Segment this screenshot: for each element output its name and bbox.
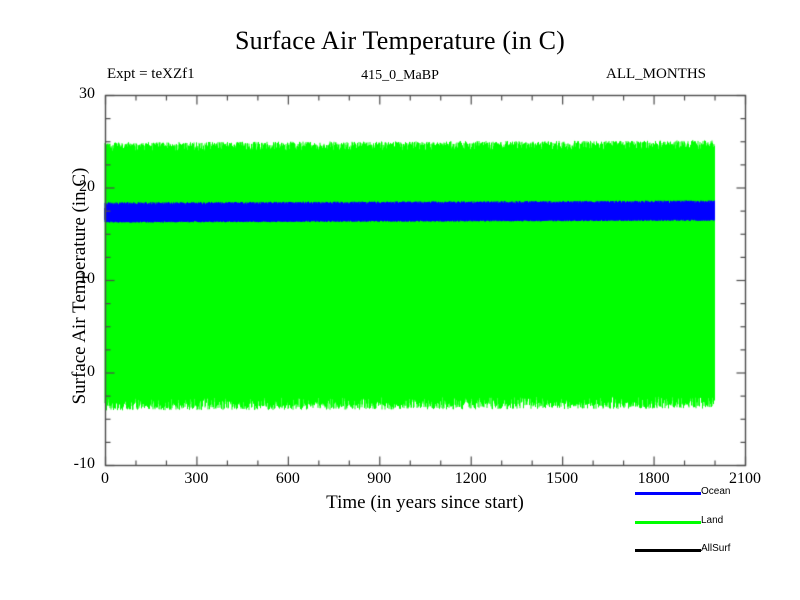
y-tick-label: 10 (79, 270, 95, 287)
x-tick-label: 300 (184, 470, 209, 487)
x-tick-label: 600 (275, 470, 300, 487)
legend-swatch-land (635, 521, 701, 524)
x-tick-label: 0 (101, 470, 109, 487)
period-label: 415_0_MaBP (361, 68, 439, 83)
x-tick-label: 1200 (454, 470, 487, 487)
x-tick-label: 2100 (729, 470, 761, 487)
y-tick-label: 30 (79, 85, 95, 102)
legend-label-land: Land (701, 515, 724, 526)
experiment-label: Expt = teXZf1 (107, 66, 195, 82)
x-tick-label: 1800 (637, 470, 670, 487)
legend-swatch-allsurf (635, 549, 701, 552)
page-title: Surface Air Temperature (in C) (234, 26, 566, 55)
legend-label-allsurf: AllSurf (701, 543, 731, 554)
months-label: ALL_MONTHS (606, 66, 706, 82)
x-tick-label: 1500 (546, 470, 579, 487)
x-tick-label: 900 (367, 470, 392, 487)
x-axis-title: Time (in years since start) (326, 492, 524, 513)
legend-label-ocean: Ocean (701, 486, 731, 497)
y-tick-label: -10 (73, 455, 95, 472)
y-tick-label: 20 (79, 177, 95, 195)
y-tick-label: 0 (87, 362, 95, 380)
legend-swatch-ocean (635, 492, 701, 495)
